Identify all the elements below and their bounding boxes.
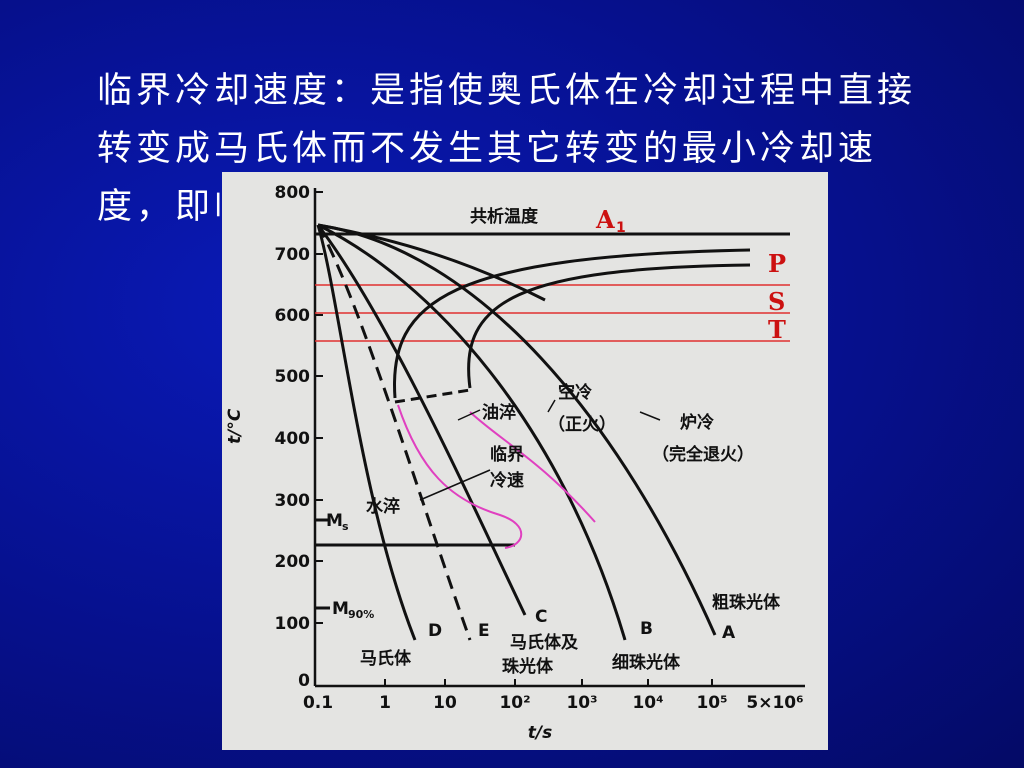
label: 水淬: [366, 496, 400, 517]
y-tick-label: 600: [275, 306, 311, 326]
y-tick-label: 0: [298, 671, 310, 691]
label: A: [595, 205, 615, 234]
label: （完全退火）: [652, 444, 754, 465]
x-tick-label: 10²: [499, 693, 530, 713]
x-tick-label: 10⁵: [696, 693, 727, 713]
label: 炉冷: [680, 412, 714, 433]
y-tick-label: 800: [275, 183, 311, 203]
label: C: [535, 607, 547, 627]
label: 冷速: [490, 470, 524, 491]
label: （正火）: [548, 414, 616, 435]
curves: [315, 223, 751, 641]
label: S: [768, 287, 785, 316]
x-tick-label: 10⁴: [632, 693, 663, 713]
label: M: [332, 599, 349, 619]
label: 90%: [348, 608, 374, 621]
label: 细珠光体: [612, 652, 681, 673]
label: A: [722, 623, 736, 643]
label: P: [768, 249, 786, 278]
label: B: [640, 619, 653, 639]
slide-text: 临界冷却速度：是指使奥氏体在冷却过程中直接转变成马氏体而不发生其它转变的最小冷却…: [97, 71, 917, 227]
label: 马氏体及: [510, 632, 579, 653]
y-tick-label: 300: [275, 491, 311, 511]
label: D: [428, 621, 442, 641]
y-tick-label: 100: [275, 614, 311, 634]
y-tick-label: 700: [275, 245, 311, 265]
label: s: [342, 520, 349, 533]
y-tick-label: 500: [275, 367, 311, 387]
label: 粗珠光体: [712, 592, 781, 613]
label: 马氏体: [360, 648, 412, 669]
x-tick-label: 10³: [566, 693, 597, 713]
label: 珠光体: [502, 656, 554, 677]
red-lines: [315, 284, 790, 342]
x-axis-label: t/s: [528, 723, 552, 743]
label: 油淬: [482, 402, 516, 423]
x-tick-label: 0.1: [303, 693, 333, 713]
label: 1: [616, 220, 626, 236]
y-axis-label: t/°C: [225, 408, 245, 444]
label: 临界: [490, 444, 524, 465]
label: T: [768, 315, 786, 344]
label: E: [478, 621, 490, 641]
x-tick-label: 1: [379, 693, 391, 713]
y-tick-label: 200: [275, 552, 311, 572]
label: 空冷: [558, 382, 592, 403]
x-tick-label: 5×10⁶: [746, 693, 803, 713]
y-tick-label: 400: [275, 429, 311, 449]
label: 共析温度: [470, 206, 539, 227]
x-tick-label: 10: [433, 693, 457, 713]
cct-diagram: 800 700 600 500 400 300 200 100 0 0.1 1 10 10² 10³ 10…: [222, 172, 828, 750]
label: M: [326, 511, 343, 531]
